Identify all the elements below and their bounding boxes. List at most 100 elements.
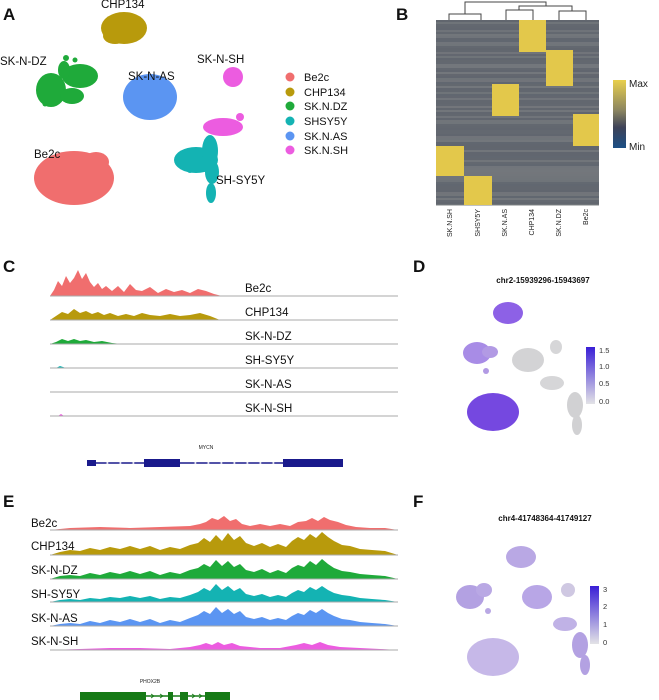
heatmap-row xyxy=(436,146,599,148)
cb-tick: 0.5 xyxy=(599,379,609,388)
cb-tick: 1.5 xyxy=(599,346,609,355)
dendrogram xyxy=(448,1,587,20)
track-e-chp134 xyxy=(50,532,398,556)
cluster-sk-n-dz xyxy=(36,55,98,107)
heatmap-row xyxy=(436,28,599,30)
feature-f-clusters xyxy=(456,546,590,676)
tracks-panel-c: Be2c CHP134 SK-N-DZ SH-SY5Y SK-N-AS SK-N… xyxy=(50,270,398,467)
track-label: SK-N-AS xyxy=(31,613,78,625)
heatmap-row xyxy=(436,44,599,46)
panel-letter-a: A xyxy=(3,5,15,24)
block-shsy5y xyxy=(464,176,492,205)
heatmap-row xyxy=(436,162,599,164)
heatmap-row xyxy=(436,200,599,202)
heatmap-row xyxy=(436,194,599,196)
hm-col-label: Be2c xyxy=(583,209,590,225)
heatmap-row xyxy=(436,140,599,142)
heatmap-row xyxy=(436,50,599,52)
heatmap-row xyxy=(436,136,599,138)
block-chp134 xyxy=(519,20,546,52)
heatmap-row xyxy=(436,142,599,144)
heatmap-row xyxy=(436,68,599,70)
heatmap-row xyxy=(436,74,599,76)
heatmap-row xyxy=(436,22,599,24)
track-e-sh-sy5y xyxy=(50,584,398,603)
panel-letter-e: E xyxy=(3,492,14,511)
heatmap-row xyxy=(436,148,599,150)
cluster-label-chp134: CHP134 xyxy=(101,0,145,11)
track-label: SK-N-AS xyxy=(245,379,292,391)
heatmap-row xyxy=(436,132,599,134)
heatmap-row xyxy=(436,170,599,172)
heatmap-row xyxy=(436,190,599,192)
heatmap-row xyxy=(436,202,599,204)
cb-tick: 3 xyxy=(603,585,607,594)
cb-tick: 2 xyxy=(603,602,607,611)
feature-title-f: chr4-41748364-41749127 xyxy=(498,514,592,523)
heatmap-row xyxy=(436,36,599,38)
heatmap-row xyxy=(436,134,599,136)
heatmap-row xyxy=(436,76,599,78)
heatmap-x-labels: SK.N.SH SHSY5Y SK.N.AS CHP134 SK.N.DZ Be… xyxy=(447,208,590,237)
heatmap-row xyxy=(436,32,599,34)
heatmap-row xyxy=(436,52,599,54)
hm-col-label: SK.N.DZ xyxy=(556,208,563,236)
hm-col-label: SHSY5Y xyxy=(475,209,482,237)
colorbar-max: Max xyxy=(629,79,648,90)
heatmap-row xyxy=(436,154,599,156)
feature-panel-d: chr2-15939296-15943697 1.5 1.0 0.5 0.0 xyxy=(463,276,609,435)
heatmap-row xyxy=(436,152,599,154)
heatmap-row xyxy=(436,180,599,182)
umap-legend: Be2c CHP134 SK.N.DZ SHSY5Y SK.N.AS SK.N.… xyxy=(285,72,348,157)
legend-dot-be2c xyxy=(285,72,295,82)
gene-model-mycn xyxy=(87,459,343,467)
track-label: Be2c xyxy=(31,518,57,530)
cb-tick: 0.0 xyxy=(599,397,609,406)
heatmap-row xyxy=(436,182,599,184)
gene-model-phox2b xyxy=(80,692,230,700)
feature-d-clusters xyxy=(463,302,583,435)
heatmap-row xyxy=(436,130,599,132)
track-c-chp134 xyxy=(50,309,398,321)
heatmap-colorbar xyxy=(613,80,626,148)
track-e-be2c xyxy=(50,516,398,531)
heatmap-row xyxy=(436,120,599,122)
legend-dot-chp134 xyxy=(285,87,295,97)
heatmap-row xyxy=(436,72,599,74)
hm-col-label: CHP134 xyxy=(529,209,536,236)
panel-letter-f: F xyxy=(413,492,423,511)
heatmap-panel-b: SK.N.SH SHSY5Y SK.N.AS CHP134 SK.N.DZ Be… xyxy=(436,1,648,237)
track-e-sk-n-as xyxy=(50,607,398,627)
legend-dot-sk-n-sh xyxy=(285,145,295,155)
legend-label: CHP134 xyxy=(304,87,346,99)
track-c-sk-n-sh xyxy=(50,414,398,417)
heatmap-row xyxy=(436,188,599,190)
heatmap-row xyxy=(436,56,599,58)
heatmap-row xyxy=(436,116,599,118)
legend-label: SHSY5Y xyxy=(304,116,348,128)
track-e-sk-n-sh xyxy=(50,642,398,651)
track-label: SK-N-SH xyxy=(245,403,292,415)
hm-col-label: SK.N.SH xyxy=(447,209,454,237)
heatmap-row xyxy=(436,58,599,60)
heatmap-row xyxy=(436,24,599,26)
legend-label: SK.N.SH xyxy=(304,145,348,157)
feature-title-d: chr2-15939296-15943697 xyxy=(496,276,590,285)
track-label: SK-N-SH xyxy=(31,636,78,648)
colorbar-min: Min xyxy=(629,142,645,153)
cb-tick: 0 xyxy=(603,638,607,647)
track-label: CHP134 xyxy=(31,541,75,553)
track-c-sk-n-dz xyxy=(50,339,398,345)
heatmap-row xyxy=(436,20,599,22)
heatmap-row xyxy=(436,174,599,176)
cluster-label-sk-n-dz: SK-N-DZ xyxy=(0,56,47,68)
cb-tick: 1 xyxy=(603,620,607,629)
cluster-label-sk-n-sh: SK-N-SH xyxy=(197,54,244,66)
track-label: SK-N-DZ xyxy=(245,331,292,343)
feature-f-colorbar xyxy=(590,586,599,644)
heatmap-row xyxy=(436,144,599,146)
heatmap-row xyxy=(436,70,599,72)
track-c-sh-sy5y xyxy=(50,366,398,369)
heatmap-row xyxy=(436,166,599,168)
feature-panel-f: chr4-41748364-41749127 3 2 1 0 xyxy=(456,514,607,676)
